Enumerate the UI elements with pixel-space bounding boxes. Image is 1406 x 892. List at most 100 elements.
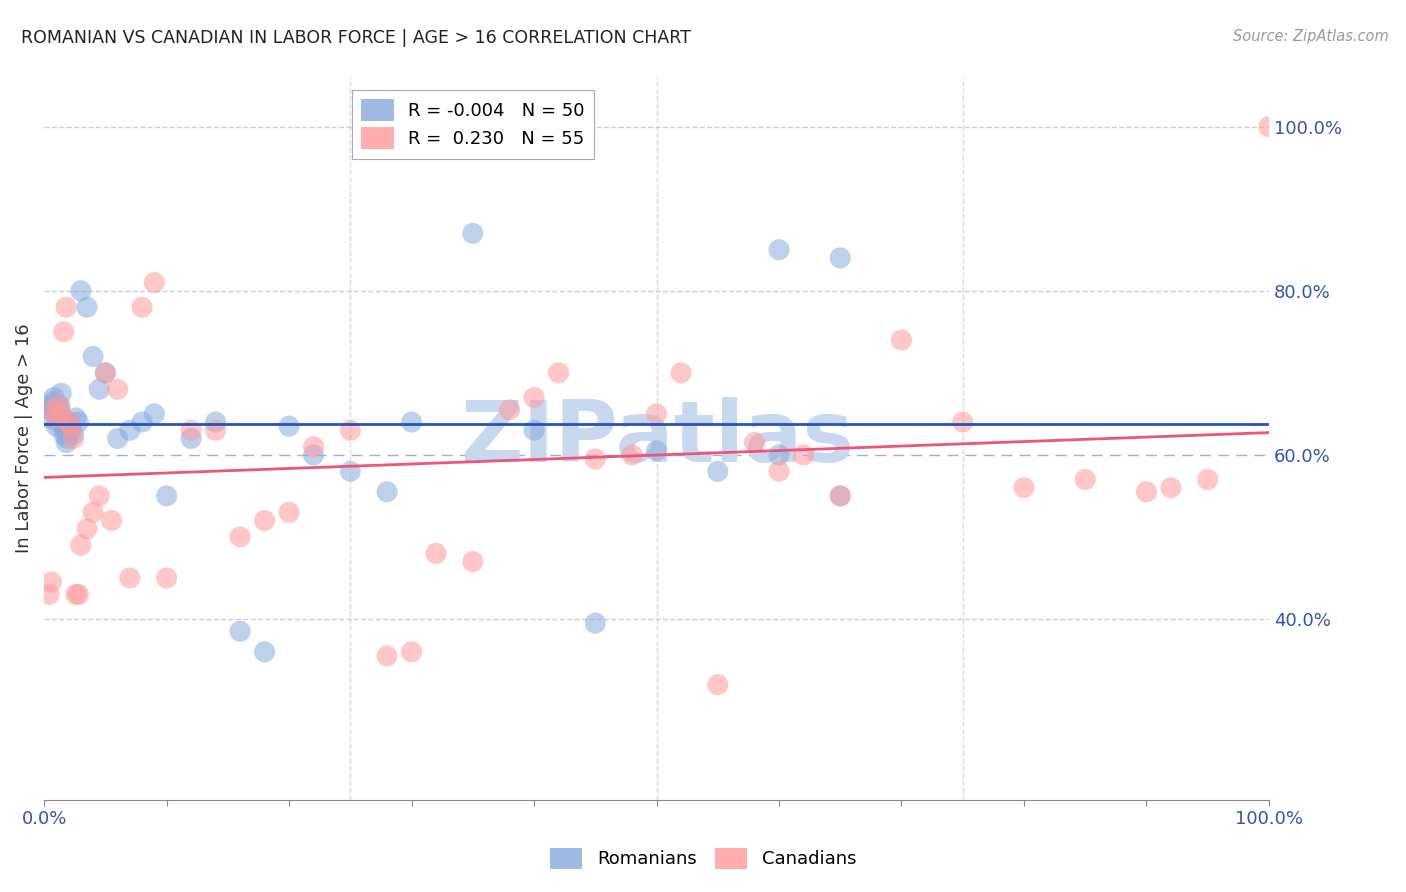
- Point: [42, 402, 65, 417]
- Point: [1074, 473, 1097, 487]
- Point: [339, 423, 361, 437]
- Point: [645, 407, 668, 421]
- Point: [768, 448, 790, 462]
- Point: [53, 423, 76, 437]
- Point: [339, 464, 361, 478]
- Point: [118, 423, 141, 437]
- Point: [70, 538, 93, 552]
- Legend: R = -0.004   N = 50, R =  0.230   N = 55: R = -0.004 N = 50, R = 0.230 N = 55: [352, 90, 593, 159]
- Point: [44, 407, 66, 421]
- Point: [302, 448, 325, 462]
- Legend: Romanians, Canadians: Romanians, Canadians: [543, 840, 863, 876]
- Point: [58, 419, 80, 434]
- Point: [70, 284, 93, 298]
- Point: [1012, 481, 1035, 495]
- Point: [48, 399, 70, 413]
- Point: [55, 300, 77, 314]
- Point: [204, 423, 226, 437]
- Point: [58, 415, 80, 429]
- Point: [523, 391, 546, 405]
- Y-axis label: In Labor Force | Age > 16: In Labor Force | Age > 16: [15, 324, 32, 553]
- Point: [59, 415, 82, 429]
- Point: [669, 366, 692, 380]
- Point: [52, 325, 75, 339]
- Point: [523, 423, 546, 437]
- Point: [89, 382, 111, 396]
- Point: [82, 505, 104, 519]
- Point: [278, 419, 301, 434]
- Point: [45, 411, 67, 425]
- Point: [100, 514, 122, 528]
- Point: [768, 464, 790, 478]
- Point: [830, 489, 852, 503]
- Point: [583, 452, 606, 467]
- Point: [830, 489, 852, 503]
- Point: [498, 402, 520, 417]
- Point: [1135, 484, 1157, 499]
- Point: [51, 386, 73, 401]
- Point: [131, 415, 153, 429]
- Point: [253, 514, 276, 528]
- Point: [1160, 481, 1182, 495]
- Point: [51, 407, 73, 421]
- Point: [107, 432, 129, 446]
- Point: [461, 227, 484, 241]
- Point: [67, 415, 90, 429]
- Point: [42, 391, 65, 405]
- Point: [48, 402, 70, 417]
- Point: [461, 555, 484, 569]
- Point: [56, 432, 79, 446]
- Point: [107, 382, 129, 396]
- Point: [94, 366, 117, 380]
- Point: [65, 411, 87, 425]
- Point: [89, 489, 111, 503]
- Point: [768, 243, 790, 257]
- Point: [830, 251, 852, 265]
- Point: [229, 530, 252, 544]
- Point: [67, 587, 90, 601]
- Point: [55, 435, 77, 450]
- Point: [60, 423, 83, 437]
- Point: [155, 489, 177, 503]
- Point: [41, 394, 63, 409]
- Point: [375, 484, 398, 499]
- Point: [302, 440, 325, 454]
- Point: [401, 645, 423, 659]
- Point: [180, 423, 202, 437]
- Point: [1258, 120, 1281, 134]
- Point: [52, 427, 75, 442]
- Point: [278, 505, 301, 519]
- Point: [890, 333, 912, 347]
- Point: [51, 415, 73, 429]
- Point: [706, 464, 728, 478]
- Point: [583, 616, 606, 631]
- Point: [792, 448, 814, 462]
- Point: [143, 276, 166, 290]
- Point: [204, 415, 226, 429]
- Text: ZIPatlas: ZIPatlas: [460, 397, 853, 480]
- Point: [229, 624, 252, 639]
- Point: [41, 399, 63, 413]
- Point: [155, 571, 177, 585]
- Point: [118, 571, 141, 585]
- Point: [253, 645, 276, 659]
- Point: [180, 432, 202, 446]
- Point: [621, 448, 644, 462]
- Point: [65, 587, 87, 601]
- Point: [38, 587, 60, 601]
- Point: [39, 402, 62, 417]
- Point: [46, 415, 69, 429]
- Point: [62, 432, 84, 446]
- Point: [94, 366, 117, 380]
- Point: [37, 411, 59, 425]
- Point: [425, 546, 447, 560]
- Point: [952, 415, 974, 429]
- Point: [82, 350, 104, 364]
- Point: [49, 399, 72, 413]
- Point: [706, 678, 728, 692]
- Text: Source: ZipAtlas.com: Source: ZipAtlas.com: [1233, 29, 1389, 44]
- Point: [60, 419, 83, 434]
- Point: [1197, 473, 1219, 487]
- Point: [143, 407, 166, 421]
- Point: [76, 522, 98, 536]
